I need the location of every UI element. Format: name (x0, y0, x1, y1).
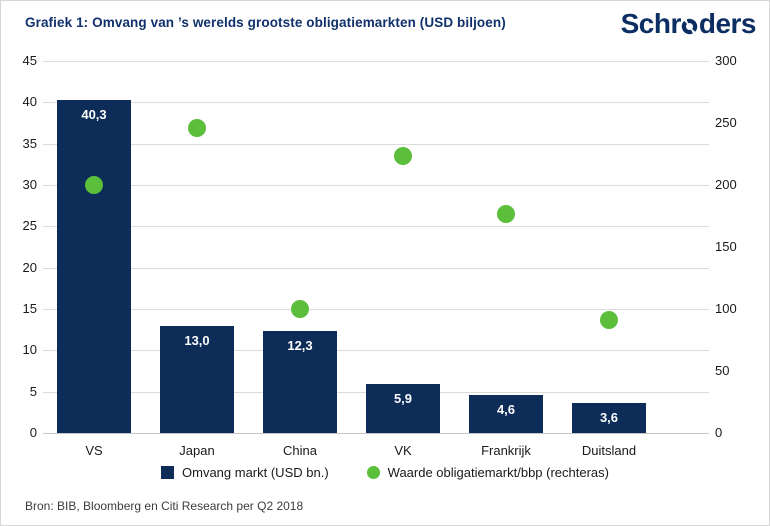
right-axis-tick-label: 0 (715, 425, 723, 440)
bar-value-label: 12,3 (287, 338, 313, 354)
data-point-dot (85, 176, 103, 194)
category-label: VS (85, 443, 103, 458)
bar: 13,0 (160, 325, 234, 433)
right-axis-tick-label: 300 (715, 53, 737, 68)
right-axis-tick-label: 150 (715, 239, 737, 254)
gridline (43, 143, 709, 145)
bar-value-label: 4,6 (496, 401, 516, 417)
right-axis-tick-label: 250 (715, 115, 737, 130)
gridline (43, 185, 709, 186)
bar-value-label: 5,9 (393, 391, 413, 407)
left-axis-tick-label: 25 (22, 218, 37, 234)
left-axis-tick-label: 20 (22, 259, 37, 275)
logo-text-post: ders (698, 8, 757, 39)
data-point-dot (291, 300, 309, 318)
legend-square-swatch (161, 466, 174, 479)
right-axis-tick-label: 100 (715, 301, 737, 316)
gridline (43, 61, 709, 62)
gridline (43, 309, 709, 310)
legend-label: Waarde obligatiemarkt/bbp (rechteras) (387, 465, 609, 480)
page-title: Grafiek 1: Omvang van ’s werelds grootst… (25, 15, 506, 30)
category-label: Japan (179, 443, 215, 458)
legend-item: Omvang markt (USD bn.) (161, 465, 329, 480)
gridline (43, 267, 709, 269)
data-point-dot (497, 204, 515, 223)
legend-item: Waarde obligatiemarkt/bbp (rechteras) (366, 465, 609, 480)
data-point-dot (188, 118, 206, 137)
bar: 12,3 (263, 331, 337, 433)
data-point-dot (600, 311, 618, 330)
data-point-dot (394, 147, 412, 166)
bar: 5,9 (366, 384, 440, 433)
category-label: Duitsland (581, 443, 637, 458)
category-label: China (283, 443, 317, 458)
left-axis-tick-label: 10 (22, 342, 37, 358)
category-label: Frankrijk (481, 443, 531, 458)
left-axis-tick-label: 40 (22, 94, 37, 110)
source-note: Bron: BIB, Bloomberg en Citi Research pe… (25, 499, 304, 513)
bar-value-label: 3,6 (599, 410, 619, 426)
right-axis-tick-label: 200 (715, 177, 737, 192)
bar-value-label: 40,3 (81, 106, 107, 122)
gridline (43, 350, 709, 352)
logo-text-pre: Schr (620, 8, 682, 39)
right-axis-tick-label: 50 (715, 363, 730, 378)
legend-label: Omvang markt (USD bn.) (182, 465, 329, 480)
logo-o-icon (681, 9, 698, 43)
schroders-logo: Schr ders (620, 7, 757, 43)
bar: 3,6 (572, 403, 646, 433)
legend-circle-swatch (366, 466, 380, 479)
gridline (43, 433, 709, 434)
gridline (43, 226, 709, 228)
bar-value-label: 13,0 (184, 332, 210, 348)
left-axis-tick-label: 5 (29, 383, 37, 399)
left-axis-tick-label: 0 (29, 425, 37, 440)
legend: Omvang markt (USD bn.) Waarde obligatiema… (1, 465, 769, 480)
gridline (43, 102, 709, 104)
left-axis-tick-label: 35 (22, 135, 37, 151)
left-axis-tick-label: 15 (22, 301, 37, 316)
category-label: VK (394, 443, 412, 458)
bar: 4,6 (469, 394, 543, 433)
left-axis-tick-label: 45 (22, 53, 37, 68)
bar: 40,3 (57, 99, 131, 433)
left-axis-tick-label: 30 (22, 177, 37, 192)
